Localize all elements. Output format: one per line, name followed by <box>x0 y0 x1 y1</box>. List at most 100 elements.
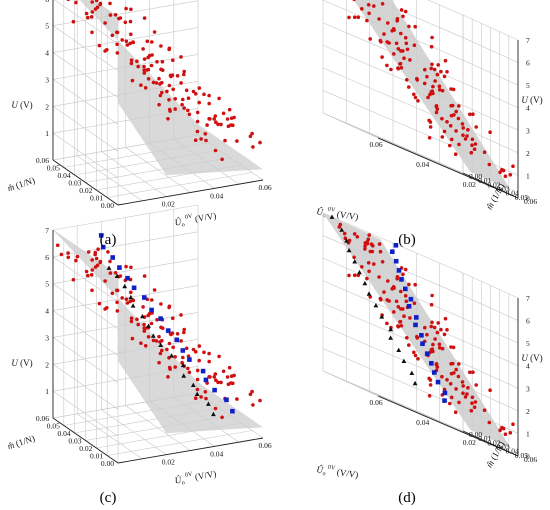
data-point <box>103 21 107 25</box>
x-tick-label: 0.06 <box>369 398 382 407</box>
x-tick-label: 0.06 <box>369 140 382 149</box>
data-point <box>230 408 235 414</box>
fitted-plane <box>79 0 263 176</box>
data-point <box>95 263 100 268</box>
data-point <box>452 371 456 375</box>
data-point <box>122 283 128 289</box>
data-point <box>94 0 99 3</box>
panel-c: 12345670.000.010.020.030.040.050.060.020… <box>6 204 272 486</box>
data-point <box>428 92 432 97</box>
fitted-plane <box>53 230 263 434</box>
data-point <box>155 318 159 322</box>
z-tick-label: 1 <box>45 387 49 396</box>
data-point <box>429 44 434 49</box>
data-point <box>357 269 362 275</box>
data-point <box>129 61 134 66</box>
data-point <box>98 259 103 264</box>
data-point <box>213 406 218 411</box>
data-point <box>123 20 128 25</box>
z-tick-label: 0 <box>526 452 530 461</box>
x-axis-label: Ûo 0V (V/V) <box>174 209 218 229</box>
z-tick-label: 3 <box>526 384 530 393</box>
data-point <box>398 61 403 66</box>
data-point <box>173 355 177 359</box>
axis-label-part: (V/V) <box>334 209 359 222</box>
data-point <box>429 90 434 94</box>
data-point <box>451 87 456 92</box>
data-point <box>195 129 200 134</box>
y-tick-label: 0.04 <box>506 189 519 198</box>
data-point <box>179 81 183 85</box>
axis-label-part: (V) <box>528 353 543 363</box>
data-point <box>108 271 113 275</box>
data-point <box>385 40 389 44</box>
data-point <box>437 346 442 350</box>
data-point <box>368 249 373 254</box>
data-point <box>219 380 223 385</box>
data-point <box>416 99 420 103</box>
data-point <box>474 383 478 387</box>
data-point <box>179 313 183 317</box>
data-point <box>425 74 429 79</box>
z-tick-label: 2 <box>526 149 530 158</box>
data-point <box>150 333 156 338</box>
data-point <box>407 343 411 347</box>
data-point <box>180 102 184 107</box>
data-point <box>450 361 455 366</box>
data-point <box>440 374 444 379</box>
y-tick-label: 0.06 <box>524 455 537 464</box>
data-point <box>390 287 394 291</box>
y-tick-label: 0.03 <box>497 185 510 194</box>
data-point <box>352 255 356 260</box>
z-tick-label: 4 <box>526 362 530 371</box>
data-point <box>94 256 99 261</box>
data-point <box>465 134 469 138</box>
data-point <box>187 112 192 117</box>
data-point <box>145 39 150 44</box>
data-point <box>136 64 140 69</box>
data-point <box>250 131 254 136</box>
data-point <box>90 10 95 14</box>
data-point <box>473 400 478 404</box>
data-point <box>97 43 102 48</box>
data-point <box>90 268 95 272</box>
data-point <box>448 382 453 386</box>
data-point <box>404 299 409 304</box>
data-point <box>142 57 147 61</box>
data-point <box>165 328 171 333</box>
data-point <box>396 66 401 71</box>
data-point <box>71 19 76 24</box>
data-point <box>220 415 224 420</box>
data-point <box>66 0 70 2</box>
data-point <box>128 299 132 304</box>
data-point <box>157 102 161 107</box>
axis-label-part: U <box>521 353 528 363</box>
data-point <box>130 303 136 308</box>
data-point <box>434 110 439 115</box>
data-point <box>445 378 449 382</box>
data-point <box>339 227 345 232</box>
data-point <box>160 59 165 64</box>
x-axis-label: Ûo 0V (V/V) <box>316 463 359 482</box>
data-point <box>360 7 364 11</box>
axis-label-part: (V) <box>18 100 33 110</box>
data-point <box>147 311 152 316</box>
axis-label-part: U <box>11 358 18 368</box>
axis-label-part: (V) <box>528 95 543 105</box>
y-tick-label: 0.05 <box>47 422 60 431</box>
data-point <box>365 276 369 281</box>
data-point <box>380 260 385 264</box>
y-tick-label: 0.00 <box>469 172 482 181</box>
data-point <box>432 325 437 330</box>
axis-label-part: (V/V) <box>192 468 217 482</box>
data-point <box>167 304 172 309</box>
axis-label-part: m̂ <box>6 440 16 452</box>
data-point <box>372 262 376 266</box>
x-tick-label: 0.04 <box>416 418 429 427</box>
data-point <box>167 83 172 88</box>
data-point <box>366 291 372 296</box>
data-point <box>456 374 461 379</box>
data-point <box>213 372 218 376</box>
data-point <box>75 254 80 259</box>
data-point <box>435 379 441 385</box>
